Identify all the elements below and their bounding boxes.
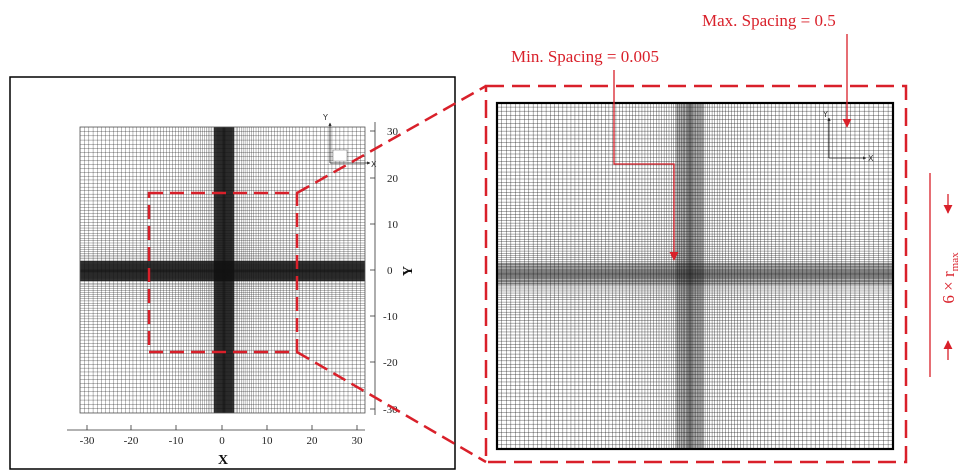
x-tick-label: 20 xyxy=(307,435,319,447)
left-mesh xyxy=(80,127,365,413)
y-tick-label: -10 xyxy=(383,311,398,323)
triad-x-label: X xyxy=(868,154,874,163)
y-tick-label: 0 xyxy=(387,265,393,277)
x-tick-label: 10 xyxy=(262,435,274,447)
extent-subscript: max xyxy=(949,252,961,271)
x-tick-label: -10 xyxy=(169,435,184,447)
y-tick-label: 10 xyxy=(387,219,399,231)
triad-y-label: Y xyxy=(822,110,828,119)
zoom-panel-outline xyxy=(484,84,908,464)
svg-text:6 × rmax: 6 × rmax xyxy=(939,252,961,304)
min-spacing-label: Min. Spacing = 0.005 xyxy=(511,47,659,66)
extent-dimension: 6 × rmax xyxy=(929,173,961,377)
x-tick-label: -30 xyxy=(80,435,95,447)
y-tick-label: -30 xyxy=(383,404,398,416)
left-center-band-horizontal xyxy=(80,261,365,281)
y-tick-label: 20 xyxy=(387,173,399,185)
triad-y-label: Y xyxy=(322,113,328,122)
min-spacing-arrow xyxy=(613,70,679,261)
left-plot-border xyxy=(79,126,366,414)
left-x-axis: -30 -20 -10 0 10 20 30 X xyxy=(67,425,365,468)
x-tick-label: 30 xyxy=(352,435,364,447)
y-tick-label: 30 xyxy=(387,126,399,138)
right-center-band-horizontal xyxy=(497,263,893,285)
max-spacing-label: Max. Spacing = 0.5 xyxy=(702,11,836,30)
left-axis-triad: Y X xyxy=(322,113,377,169)
right-center-band-vertical xyxy=(676,103,704,449)
y-tick-label: -20 xyxy=(383,357,398,369)
zoom-connector-top xyxy=(296,84,487,195)
y-axis-title: Y xyxy=(401,266,416,276)
x-tick-label: -20 xyxy=(124,435,139,447)
left-y-axis: 30 20 10 0 -10 -20 -30 Y xyxy=(370,122,416,416)
right-plot-border xyxy=(495,101,895,451)
extent-label: 6 × r xyxy=(939,271,958,304)
zoom-region-box xyxy=(147,191,299,354)
x-axis-title: X xyxy=(218,453,228,468)
x-tick-label: 0 xyxy=(219,435,225,447)
zoom-connector-bottom xyxy=(296,350,487,464)
triad-x-label: X xyxy=(371,160,377,169)
right-axis-triad: Y X xyxy=(822,110,874,163)
right-mesh xyxy=(497,103,893,449)
